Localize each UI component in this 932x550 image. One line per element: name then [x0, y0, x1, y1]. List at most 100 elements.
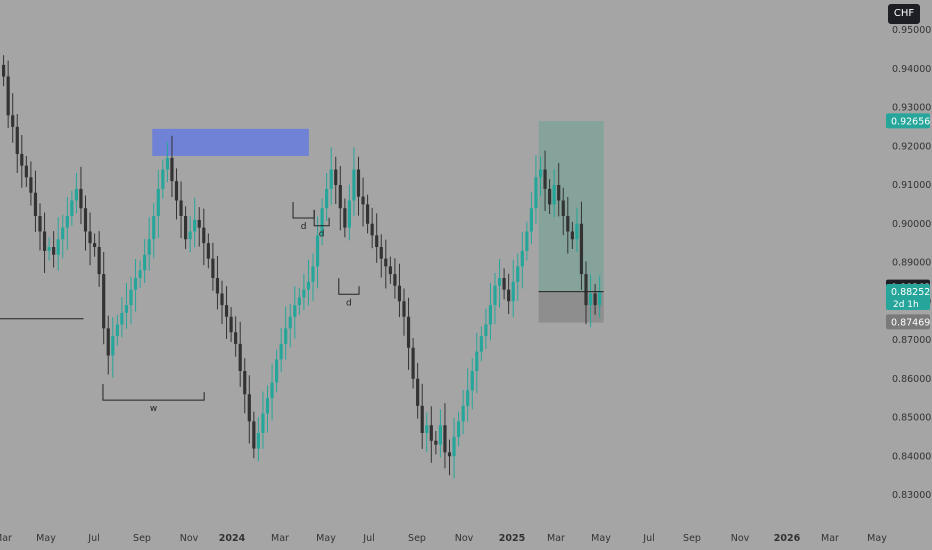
candle[interactable] — [38, 216, 42, 232]
candle[interactable] — [129, 289, 133, 306]
candle[interactable] — [557, 185, 561, 201]
candle[interactable] — [352, 169, 356, 201]
candle[interactable] — [447, 452, 452, 457]
candle[interactable] — [275, 359, 279, 383]
currency-button[interactable]: CHF — [888, 4, 920, 24]
candle[interactable] — [548, 188, 552, 205]
candle[interactable] — [570, 231, 574, 240]
candle[interactable] — [434, 440, 438, 445]
candle[interactable] — [93, 243, 97, 247]
candle[interactable] — [165, 157, 169, 170]
candle[interactable] — [529, 208, 533, 232]
candle[interactable] — [516, 266, 520, 282]
candle[interactable] — [29, 177, 33, 193]
candle[interactable] — [334, 169, 338, 186]
candle[interactable] — [302, 289, 306, 298]
candle[interactable] — [593, 293, 597, 306]
candle[interactable] — [566, 216, 570, 232]
candle[interactable] — [138, 270, 142, 278]
candle[interactable] — [179, 200, 183, 217]
candle[interactable] — [406, 316, 411, 348]
candle[interactable] — [388, 266, 392, 275]
candle[interactable] — [411, 347, 415, 379]
target-zone[interactable] — [538, 121, 604, 292]
candle[interactable] — [224, 305, 229, 317]
candle[interactable] — [488, 305, 493, 325]
candle[interactable] — [6, 76, 10, 116]
candle[interactable] — [193, 219, 197, 232]
candle[interactable] — [320, 208, 324, 236]
candle[interactable] — [156, 188, 160, 216]
candle[interactable] — [479, 336, 483, 352]
candle[interactable] — [497, 278, 502, 286]
candle[interactable] — [579, 223, 584, 275]
candle[interactable] — [538, 169, 543, 178]
candle[interactable] — [293, 305, 297, 317]
candle[interactable] — [543, 169, 547, 189]
candle[interactable] — [83, 208, 88, 232]
candle[interactable] — [229, 316, 233, 333]
candle[interactable] — [261, 413, 265, 433]
candle[interactable] — [97, 247, 101, 275]
candle[interactable] — [65, 216, 69, 228]
candle[interactable] — [452, 436, 456, 457]
candle[interactable] — [420, 405, 424, 433]
candle[interactable] — [15, 126, 19, 154]
candle[interactable] — [61, 227, 65, 240]
candle[interactable] — [511, 281, 515, 302]
candle[interactable] — [197, 219, 201, 228]
stop-zone[interactable] — [538, 291, 604, 323]
candle[interactable] — [79, 188, 83, 209]
candle[interactable] — [366, 204, 370, 224]
candle[interactable] — [202, 227, 206, 244]
candle[interactable] — [502, 278, 506, 290]
candle[interactable] — [461, 405, 465, 422]
candle[interactable] — [88, 231, 92, 244]
candle[interactable] — [306, 281, 311, 290]
candle[interactable] — [416, 378, 420, 406]
candle[interactable] — [238, 343, 242, 371]
candle[interactable] — [484, 324, 488, 337]
candle[interactable] — [438, 425, 442, 445]
candle[interactable] — [466, 390, 470, 406]
candle[interactable] — [525, 231, 529, 251]
candle[interactable] — [243, 371, 247, 395]
candle[interactable] — [247, 394, 251, 422]
candle[interactable] — [598, 291, 602, 306]
candle[interactable] — [470, 371, 474, 391]
candle[interactable] — [279, 343, 283, 360]
candle[interactable] — [106, 328, 110, 356]
candle[interactable] — [288, 316, 292, 329]
candle[interactable] — [2, 64, 6, 77]
candle[interactable] — [120, 312, 124, 325]
candle[interactable] — [211, 258, 215, 278]
candle[interactable] — [507, 289, 511, 302]
candle[interactable] — [33, 192, 38, 216]
candle[interactable] — [215, 278, 220, 294]
candle[interactable] — [133, 278, 138, 290]
candle[interactable] — [534, 177, 538, 209]
candle[interactable] — [111, 336, 115, 356]
candle[interactable] — [206, 243, 210, 259]
candle[interactable] — [47, 247, 51, 251]
candle[interactable] — [270, 382, 274, 399]
candle[interactable] — [402, 301, 406, 317]
candle[interactable] — [375, 235, 379, 247]
candle[interactable] — [311, 266, 315, 282]
candle[interactable] — [124, 305, 129, 313]
candle[interactable] — [102, 274, 106, 329]
candle[interactable] — [325, 188, 329, 209]
candle[interactable] — [379, 247, 383, 259]
candle[interactable] — [329, 169, 333, 189]
candle[interactable] — [234, 332, 238, 344]
candle[interactable] — [393, 274, 397, 286]
candle[interactable] — [42, 231, 47, 251]
candle[interactable] — [425, 425, 429, 433]
candle[interactable] — [143, 254, 147, 271]
candle[interactable] — [74, 188, 78, 201]
candle[interactable] — [252, 421, 256, 449]
candle[interactable] — [370, 223, 374, 236]
candle[interactable] — [315, 235, 320, 267]
candle[interactable] — [356, 169, 361, 197]
